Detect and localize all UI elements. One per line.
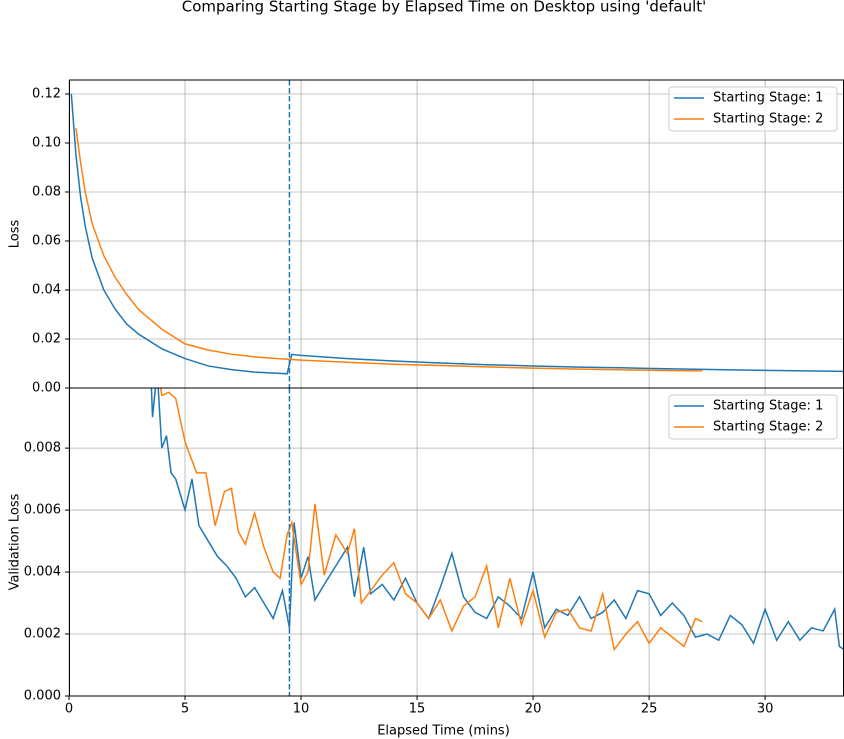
x-tick-label: 15 <box>409 702 426 717</box>
x-tick-label: 30 <box>757 702 774 717</box>
legend-label: Starting Stage: 2 <box>713 420 823 435</box>
y-tick-label: 0.08 <box>32 184 61 199</box>
x-tick-label: 20 <box>525 702 542 717</box>
plot-area <box>150 388 844 652</box>
x-tick-label: 0 <box>65 702 73 717</box>
y-tick-label: 0.04 <box>32 282 61 297</box>
y-tick-label: 0.000 <box>24 689 61 704</box>
x-axis-label: Elapsed Time (mins) <box>377 724 510 739</box>
y-tick-label: 0.10 <box>32 135 61 150</box>
legend-label: Starting Stage: 1 <box>713 91 823 106</box>
legend-box <box>668 86 838 132</box>
x-tick-label: 5 <box>181 702 189 717</box>
line-series <box>159 388 703 652</box>
y-tick-label: 0.004 <box>24 565 61 580</box>
line-series <box>75 128 703 372</box>
legend-label: Starting Stage: 2 <box>713 112 823 127</box>
line-series <box>70 93 844 375</box>
y-axis-label: Validation Loss <box>8 493 23 590</box>
x-tick-label: 10 <box>293 702 310 717</box>
y-tick-label: 0.006 <box>24 503 61 518</box>
y-tick-label: 0.12 <box>32 86 61 101</box>
y-tick-label: 0.06 <box>32 233 61 248</box>
plot-area <box>70 93 844 375</box>
x-tick-label: 25 <box>641 702 658 717</box>
line-series <box>150 388 844 651</box>
axes: 0.000 0.002 0.004 0.006 0.008 0 5 10 15 20 25 30 Ela… <box>8 387 844 739</box>
legend-box <box>668 394 838 440</box>
legend-label: Starting Stage: 1 <box>713 399 823 414</box>
y-tick-label: 0.002 <box>24 627 61 642</box>
y-axis-label: Loss <box>8 220 23 249</box>
figure-title: Comparing Starting Stage by Elapsed Time… <box>182 0 707 16</box>
y-tick-label: 0.008 <box>24 441 61 456</box>
y-tick-label: 0.02 <box>32 331 61 346</box>
y-tick-label: 0.00 <box>32 381 61 396</box>
